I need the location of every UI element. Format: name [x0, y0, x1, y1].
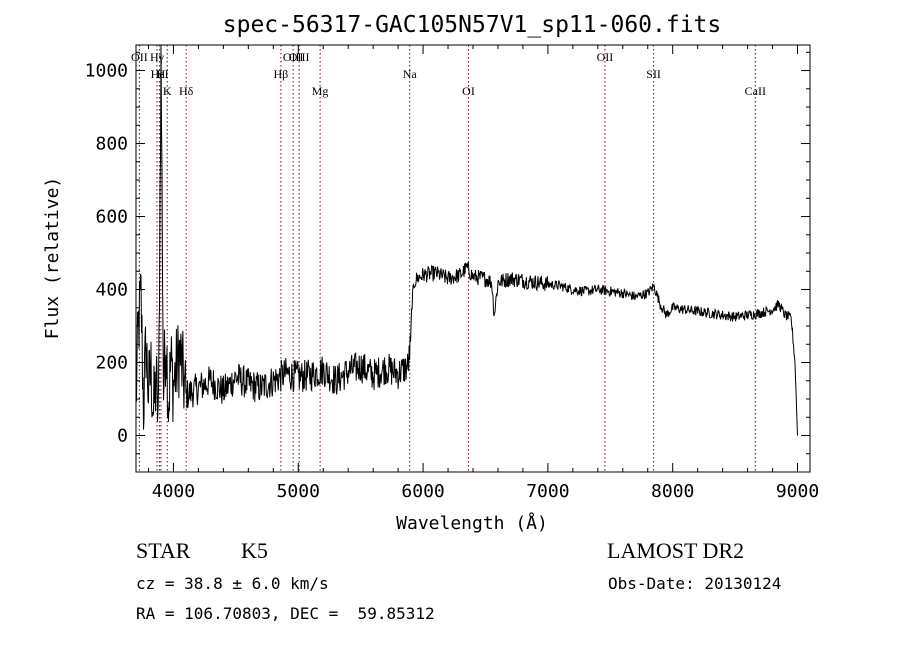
chart-title: spec-56317-GAC105N57V1_sp11-060.fits [223, 12, 722, 38]
marker-label: OIII [283, 50, 304, 64]
marker-label: OII [131, 50, 148, 64]
marker-label: SII [646, 67, 661, 81]
x-tick-label: 5000 [277, 481, 320, 502]
marker-label: Hβ [274, 67, 289, 81]
axis-ticks: 4000 5000 6000 7000 8000 9000 0 200 400 600 800 100… [85, 45, 819, 502]
x-tick-label: 8000 [651, 481, 694, 502]
subclass-label: K5 [241, 538, 268, 563]
y-tick-label: 400 [95, 280, 128, 301]
marker-label: CaII [745, 84, 766, 98]
y-axis-label: Flux (relative) [42, 177, 63, 340]
survey-label: LAMOST DR2 [607, 538, 745, 563]
x-tick-label: 6000 [401, 481, 444, 502]
obs-date-readout: Obs-Date: 20130124 [608, 574, 782, 593]
x-axis-label: Wavelength (Å) [396, 512, 548, 534]
x-tick-label: 9000 [776, 481, 819, 502]
y-tick-label: 1000 [85, 61, 128, 82]
marker-label: OII [597, 50, 614, 64]
x-tick-label: 4000 [152, 481, 195, 502]
flux-series-line [135, 44, 798, 436]
x-tick-label: 7000 [526, 481, 569, 502]
redshift-readout: cz = 38.8 ± 6.0 km/s [136, 574, 329, 593]
marker-label: OIII [289, 50, 310, 64]
marker-label: Na [403, 67, 418, 81]
marker-label: K [163, 84, 172, 98]
marker-label: OI [462, 84, 475, 98]
marker-label: HeI [151, 67, 169, 81]
marker-label: Hγ [150, 50, 165, 64]
y-tick-label: 0 [117, 426, 128, 447]
marker-label: Hδ [179, 84, 194, 98]
marker-label: Mg [312, 84, 329, 98]
y-tick-label: 200 [95, 353, 128, 374]
coordinates-readout: RA = 106.70803, DEC = 59.85312 [136, 604, 435, 623]
y-tick-label: 600 [95, 207, 128, 228]
plot-frame [135, 44, 811, 473]
class-label: STAR [136, 538, 191, 563]
y-tick-label: 800 [95, 134, 128, 155]
